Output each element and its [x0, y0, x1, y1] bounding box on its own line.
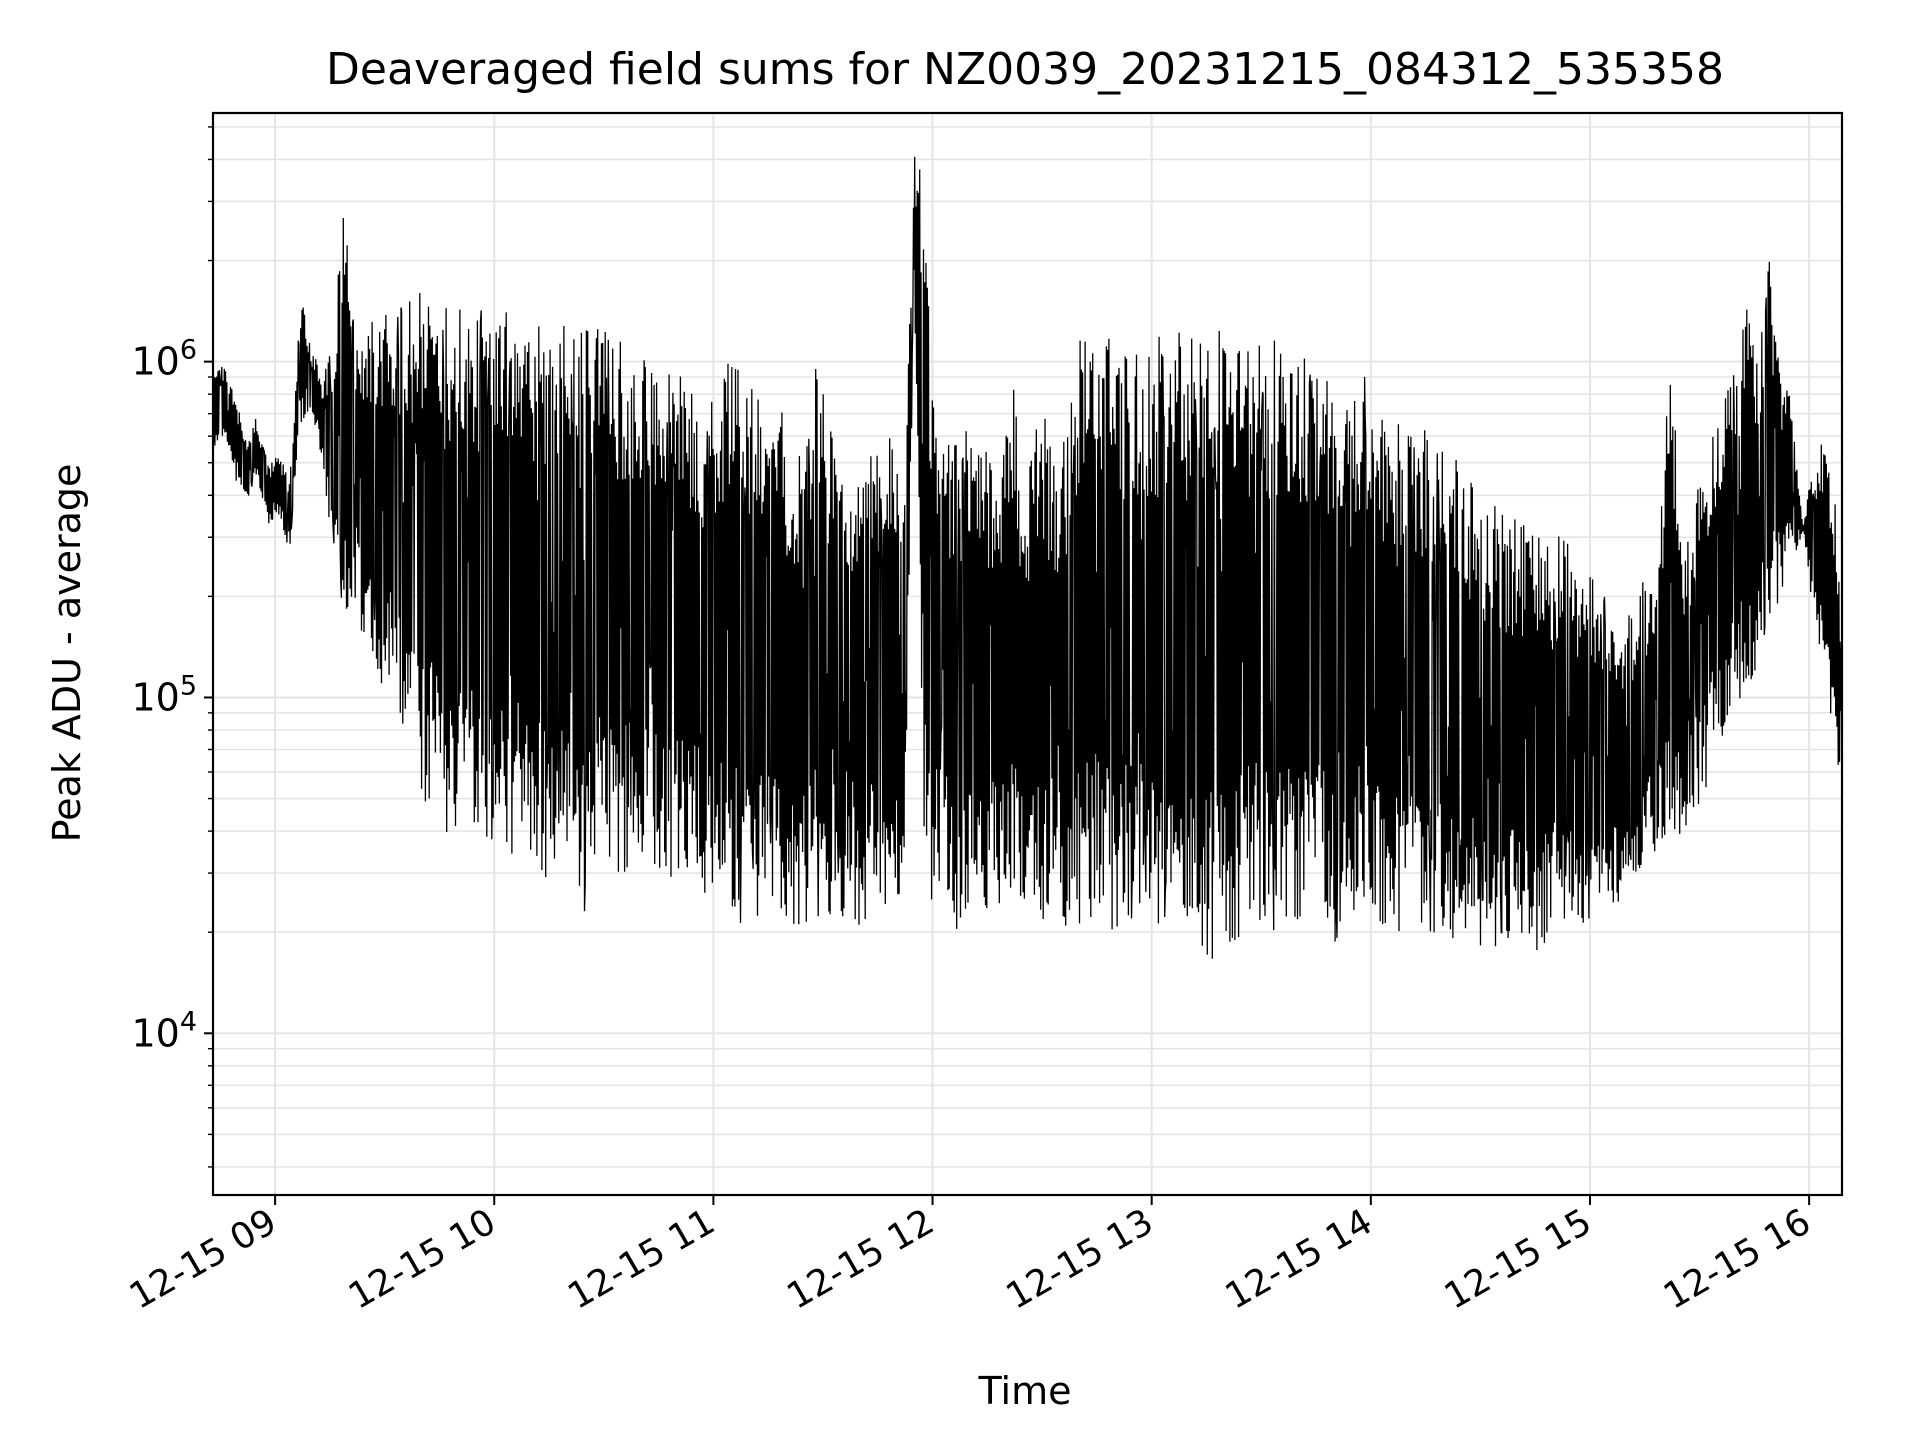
y-tick-label: 104 [131, 1006, 197, 1055]
x-axis-label: Time [978, 1369, 1072, 1413]
chart-title: Deaveraged field sums for NZ0039_2023121… [326, 44, 1724, 95]
series-line [212, 156, 1843, 959]
plot-frame [211, 111, 1844, 1197]
data-series [212, 156, 1843, 959]
y-axis-label: Peak ADU - average [45, 464, 89, 843]
y-tick-label: 105 [131, 670, 197, 719]
y-tick-label: 106 [131, 335, 197, 384]
